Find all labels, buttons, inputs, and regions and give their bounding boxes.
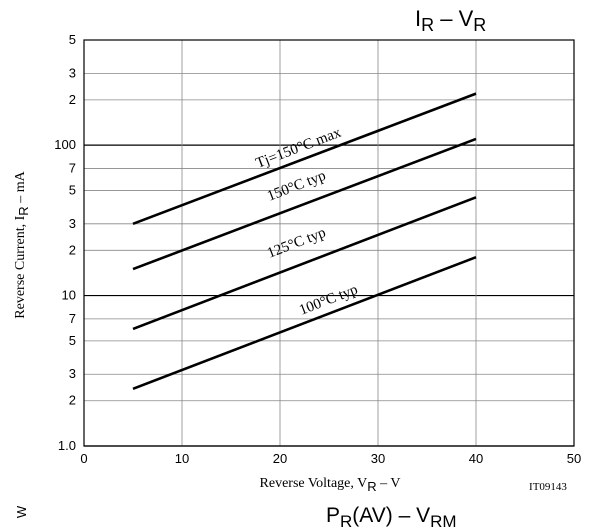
y-tick-label: 7: [69, 311, 76, 326]
y-tick-label: 10: [62, 288, 76, 303]
curve: [132, 255, 477, 391]
y-axis-label: Reverse Current, IR – mA: [13, 170, 31, 318]
y-tick-label: 7: [69, 160, 76, 175]
plot-frame: [83, 39, 575, 447]
x-tick-label: 50: [567, 451, 581, 466]
chart-title: IR – VR: [415, 6, 486, 35]
x-tick-label: 40: [469, 451, 483, 466]
y-tick-label: 5: [69, 333, 76, 348]
y-tick-label: 2: [69, 393, 76, 408]
next-chart-title: PR(AV) – VRM: [326, 504, 457, 530]
y-tick-label: 5: [69, 32, 76, 47]
x-tick-label: 10: [175, 451, 189, 466]
y-tick-label: 3: [69, 65, 76, 80]
y-tick-label: 3: [69, 366, 76, 381]
x-tick-label: 20: [273, 451, 287, 466]
curve: [132, 137, 477, 271]
curve: [132, 196, 477, 331]
x-tick-label: 0: [80, 451, 87, 466]
y-tick-label: 5: [69, 182, 76, 197]
curve: [132, 92, 477, 226]
y-tick-label: 2: [69, 92, 76, 107]
figure-code: IT09143: [529, 481, 567, 493]
y-tick-label: 100: [54, 137, 76, 152]
y-tick-label: 3: [69, 216, 76, 231]
x-axis-label: Reverse Voltage, VR – V: [260, 476, 401, 494]
next-chart-y-label: W: [14, 505, 29, 518]
y-tick-label: 2: [69, 242, 76, 257]
y-tick-label: 1.0: [58, 438, 76, 453]
x-tick-label: 30: [371, 451, 385, 466]
